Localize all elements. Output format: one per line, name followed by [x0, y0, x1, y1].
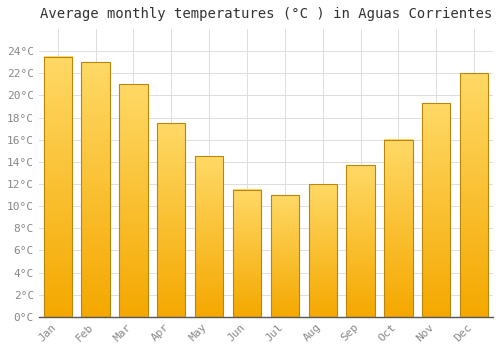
Bar — [195, 156, 224, 317]
Bar — [346, 165, 375, 317]
Bar — [44, 57, 72, 317]
Bar — [157, 123, 186, 317]
Bar — [82, 62, 110, 317]
Bar — [460, 73, 488, 317]
Bar — [119, 84, 148, 317]
Bar — [270, 195, 299, 317]
Bar — [384, 140, 412, 317]
Bar — [233, 190, 261, 317]
Bar — [308, 184, 337, 317]
Bar — [422, 103, 450, 317]
Title: Average monthly temperatures (°C ) in Aguas Corrientes: Average monthly temperatures (°C ) in Ag… — [40, 7, 492, 21]
